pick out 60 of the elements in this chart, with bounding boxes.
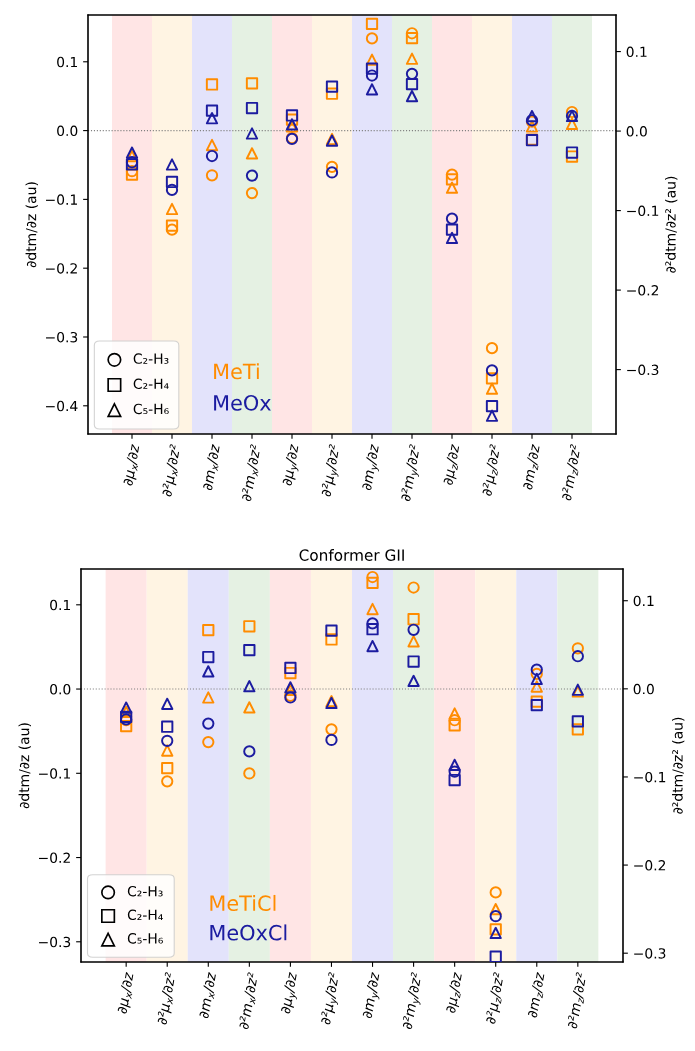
y-tick-label: −0.1 <box>46 194 77 205</box>
y2-tick-label: −0.3 <box>627 364 659 376</box>
y2-axis-title: ∂²dtm/∂z² (au) <box>665 176 678 273</box>
y2-tick-label: −0.2 <box>627 285 659 296</box>
x-tick-label: ∂²m$_{x}$/∂z² <box>240 444 263 502</box>
x-tick-label: ∂m$_{x}$/∂z <box>198 971 219 1019</box>
y-tick-label: −0.2 <box>46 263 77 274</box>
x-tick-label: ∂²m$_{y}$/∂z² <box>399 444 425 503</box>
y-tick-label: 0.0 <box>50 684 71 695</box>
x-tick-label: ∂²m$_{x}$/∂z² <box>238 972 261 1030</box>
x-tick-label: ∂m$_{z}$/∂z <box>526 971 547 1019</box>
x-tick-label: ∂m$_{y}$/∂z <box>360 443 384 492</box>
y-tick-label: −0.2 <box>39 852 70 864</box>
x-tick-label: ∂²μ$_{y}$/∂z² <box>319 972 344 1026</box>
y-tick-label: 0.1 <box>50 599 70 611</box>
x-tick-label: ∂μ$_{z}$/∂z <box>444 971 465 1014</box>
annotation: C₂-H₃ <box>127 885 163 897</box>
y2-tick-label: 0.1 <box>633 595 654 607</box>
y-tick-label: −0.3 <box>39 936 71 948</box>
x-tick-label: ∂m$_{y}$/∂z <box>361 971 384 1020</box>
y2-tick-label: 0.0 <box>633 683 654 695</box>
x-tick-label: ∂μ$_{y}$/∂z <box>281 443 303 487</box>
x-tick-label: ∂²μ$_{z}$/∂z² <box>481 443 503 497</box>
x-tick-label: ∂²m$_{z}$/∂z² <box>566 972 589 1030</box>
x-tick-label: ∂μ$_{x}$/∂z <box>122 443 143 487</box>
x-tick-label: ∂²μ$_{y}$/∂z² <box>320 444 344 498</box>
annotation: MeTi <box>214 363 259 380</box>
x-tick-label: ∂m$_{x}$/∂z <box>201 443 223 491</box>
annotation: MeTiCl <box>210 894 276 912</box>
y-tick-label: 0.1 <box>57 56 77 68</box>
y-axis-title: ∂dtm/∂z (au) <box>18 723 31 809</box>
annotation: C₅-H₆ <box>127 933 163 944</box>
x-tick-label: ∂μ$_{y}$/∂z <box>279 971 302 1015</box>
y-tick-label: 0.0 <box>57 125 78 137</box>
x-tick-label: ∂²μ$_{x}$/∂z² <box>156 972 179 1026</box>
x-tick-label: ∂²m$_{y}$/∂z² <box>401 972 426 1031</box>
y2-tick-label: −0.3 <box>634 948 666 959</box>
y2-tick-label: −0.1 <box>634 771 666 783</box>
y-tick-label: −0.4 <box>46 400 78 412</box>
y2-tick-label: −0.2 <box>634 860 666 871</box>
y2-tick-label: 0.1 <box>626 46 647 58</box>
x-tick-label: ∂μ$_{z}$/∂z <box>442 443 463 486</box>
y2-axis-title: ∂²dtm/∂z² (au) <box>672 717 685 814</box>
y-tick-label: −0.3 <box>46 331 78 343</box>
y-axis-title: ∂dtm/∂z (au) <box>25 182 38 268</box>
y-tick-label: −0.1 <box>39 768 70 779</box>
x-tick-label: ∂²m$_{z}$/∂z² <box>560 444 583 502</box>
annotation: C₂-H₄ <box>133 378 169 390</box>
annotation: MeOxCl <box>210 924 287 941</box>
annotation: C₅-H₆ <box>133 403 169 415</box>
y2-tick-label: 0.0 <box>626 126 647 137</box>
chart-title: Conformer GII <box>299 549 404 561</box>
annotation: C₂-H₃ <box>133 353 169 364</box>
x-tick-label: ∂m$_{z}$/∂z <box>521 443 542 491</box>
x-tick-label: ∂²μ$_{z}$/∂z² <box>484 971 507 1025</box>
annotation: C₂-H₄ <box>127 909 163 921</box>
annotation: MeOx <box>214 394 271 411</box>
x-tick-label: ∂μ$_{x}$/∂z <box>116 971 137 1015</box>
x-tick-label: ∂²μ$_{x}$/∂z² <box>161 444 183 498</box>
y2-tick-label: −0.1 <box>627 205 659 217</box>
